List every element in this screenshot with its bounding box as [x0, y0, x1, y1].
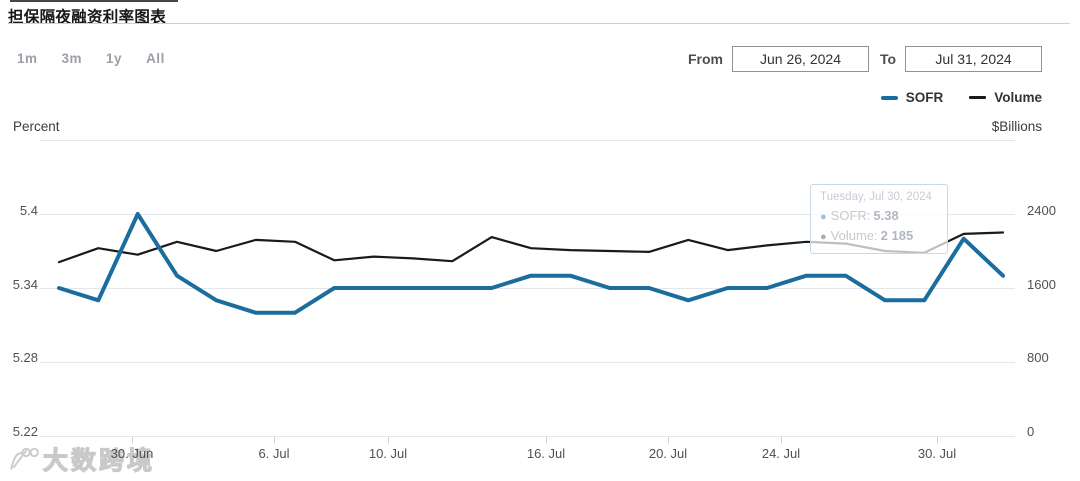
chart-legend: SOFR Volume	[880, 90, 1042, 105]
x-tick-16-jul: 16. Jul	[526, 446, 566, 461]
x-tick-6-jul: 6. Jul	[258, 446, 290, 461]
to-label: To	[880, 51, 897, 67]
x-tick-30-jul: 30. Jul	[917, 446, 957, 461]
range-button-1y[interactable]: 1y	[106, 51, 123, 66]
left-tick-5-4: 5.4	[19, 203, 38, 218]
page-title: 担保隔夜融资利率图表	[8, 9, 167, 26]
left-tick-5-34: 5.34	[12, 277, 38, 292]
right-tick-0: 0	[1027, 424, 1035, 439]
sofr-line-marker-icon	[880, 95, 898, 100]
x-axis-tick-marks	[132, 436, 938, 444]
x-tick-30-jun: 30. Jun	[110, 446, 154, 461]
from-date-input[interactable]	[732, 46, 869, 72]
title-divider	[8, 23, 1070, 24]
gridlines	[40, 140, 1015, 437]
right-tick-2400: 2400	[1027, 203, 1056, 218]
right-tick-1600: 1600	[1027, 277, 1056, 292]
legend-label-sofr: SOFR	[905, 90, 944, 105]
range-selector: 1m 3m 1y All	[17, 51, 165, 66]
legend-label-volume: Volume	[994, 90, 1042, 105]
left-tick-5-28: 5.28	[12, 350, 38, 365]
x-tick-20-jul: 20. Jul	[648, 446, 688, 461]
x-tick-10-jul: 10. Jul	[368, 446, 408, 461]
range-button-1m[interactable]: 1m	[17, 51, 38, 66]
from-label: From	[688, 51, 723, 67]
top-border-artifact	[10, 0, 178, 2]
volume-series-line	[57, 231, 1005, 264]
range-button-3m[interactable]: 3m	[61, 51, 83, 66]
sofr-series-line	[57, 212, 1005, 315]
volume-line-marker-icon	[969, 96, 987, 99]
x-tick-24-jul: 24. Jul	[761, 446, 801, 461]
date-filter: From To	[688, 46, 1043, 72]
range-button-all[interactable]: All	[146, 51, 165, 66]
right-axis-caption: $Billions	[991, 119, 1042, 134]
to-date-input[interactable]	[905, 46, 1043, 72]
legend-item-sofr[interactable]: SOFR	[880, 90, 944, 105]
left-axis-caption: Percent	[13, 119, 60, 134]
legend-item-volume[interactable]: Volume	[969, 90, 1042, 105]
right-tick-800: 800	[1027, 350, 1049, 365]
left-tick-5-22: 5.22	[12, 424, 38, 439]
